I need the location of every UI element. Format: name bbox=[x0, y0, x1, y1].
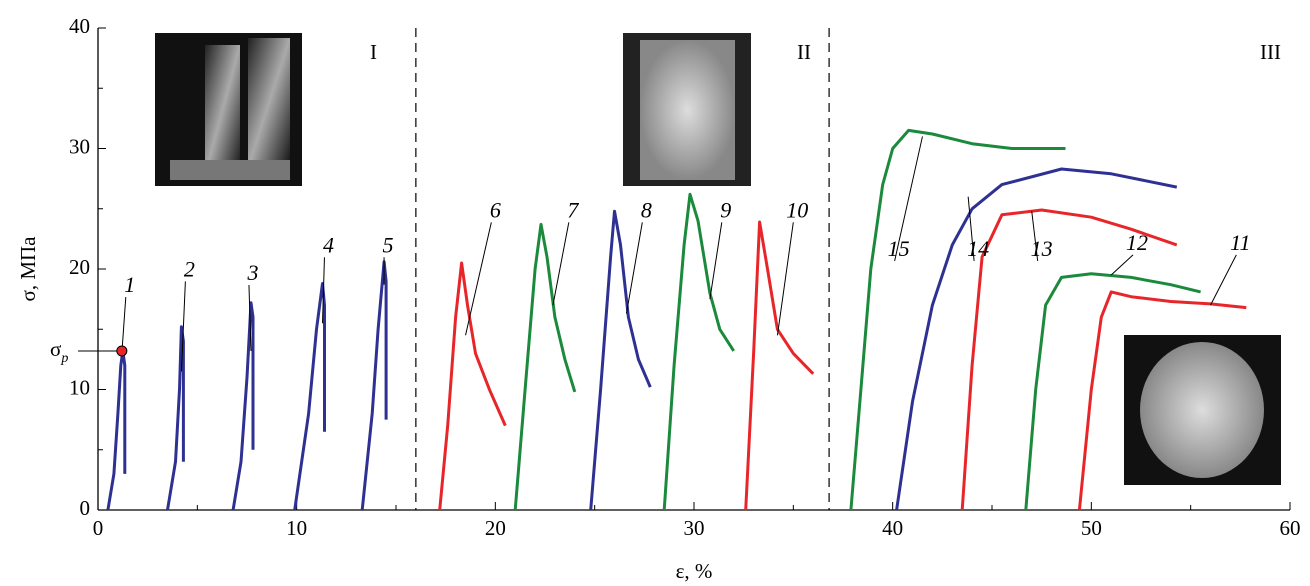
label-leader bbox=[180, 281, 186, 372]
curve-label: 13 bbox=[1031, 236, 1053, 261]
photo-3 bbox=[1124, 335, 1281, 485]
label-leader bbox=[552, 222, 570, 306]
curve-label: 12 bbox=[1126, 230, 1148, 255]
curve-label: 10 bbox=[786, 197, 808, 222]
photo-2 bbox=[623, 33, 751, 186]
curve-label: 5 bbox=[383, 232, 394, 257]
stress-strain-curve bbox=[1024, 272, 1201, 511]
stress-strain-curve bbox=[662, 192, 735, 511]
stress-strain-curve bbox=[513, 222, 577, 511]
curve-label: 1 bbox=[124, 272, 135, 297]
x-tick-label: 10 bbox=[286, 516, 307, 540]
stress-strain-curve bbox=[360, 260, 388, 511]
y-tick-label: 0 bbox=[80, 496, 91, 520]
label-leader bbox=[776, 222, 794, 336]
x-tick-label: 60 bbox=[1280, 516, 1301, 540]
label-leader bbox=[625, 222, 643, 314]
curve-label: 4 bbox=[323, 232, 334, 257]
x-tick-label: 0 bbox=[93, 516, 104, 540]
x-axis-label: ε, % bbox=[676, 559, 713, 583]
region-label: II bbox=[797, 40, 811, 64]
stress-strain-curve bbox=[438, 261, 507, 511]
curve-label: 3 bbox=[246, 260, 258, 285]
curve-label: 2 bbox=[184, 256, 195, 281]
y-tick-label: 30 bbox=[69, 134, 90, 158]
region-label: I bbox=[370, 40, 377, 64]
x-tick-label: 50 bbox=[1081, 516, 1102, 540]
region-label: III bbox=[1260, 40, 1281, 64]
stress-strain-curve bbox=[1077, 290, 1247, 511]
curve-label: 6 bbox=[490, 197, 501, 222]
curve-label: 14 bbox=[967, 236, 989, 261]
stress-strain-curve bbox=[589, 209, 652, 511]
curve-label: 11 bbox=[1230, 230, 1250, 255]
sigma-p-symbol: σ bbox=[50, 337, 61, 361]
x-tick-label: 20 bbox=[485, 516, 506, 540]
stress-strain-curve bbox=[849, 128, 1066, 511]
y-tick-label: 40 bbox=[69, 14, 90, 38]
stress-strain-curve bbox=[960, 208, 1178, 511]
label-leader bbox=[465, 222, 492, 336]
y-tick-label: 20 bbox=[69, 255, 90, 279]
y-tick-label: 10 bbox=[69, 375, 90, 399]
photo-1 bbox=[155, 33, 302, 186]
label-leader bbox=[1031, 211, 1039, 261]
stress-strain-curve bbox=[895, 167, 1178, 511]
curve-label: 8 bbox=[641, 197, 652, 222]
label-leader bbox=[121, 297, 127, 354]
curve-label: 9 bbox=[720, 197, 731, 222]
label-leader bbox=[1110, 254, 1134, 276]
stress-strain-curve bbox=[293, 282, 326, 511]
label-leader bbox=[321, 257, 325, 324]
x-tick-label: 30 bbox=[684, 516, 705, 540]
stress-strain-curve bbox=[231, 301, 255, 511]
label-leader bbox=[709, 222, 723, 300]
curve-label: 7 bbox=[567, 197, 579, 222]
label-leader bbox=[894, 136, 923, 262]
label-leader bbox=[967, 196, 975, 261]
stress-strain-curve bbox=[744, 220, 815, 511]
sigma-p-point bbox=[116, 345, 128, 357]
y-axis-label: σ, МПа bbox=[16, 236, 40, 302]
curve-label: 15 bbox=[888, 236, 910, 261]
sigma-p-subscript: p bbox=[60, 351, 68, 366]
label-leader bbox=[1210, 254, 1237, 306]
stress-strain-curve bbox=[106, 349, 127, 511]
x-tick-label: 40 bbox=[882, 516, 903, 540]
sigma-p-label: σp bbox=[50, 337, 68, 366]
label-leader bbox=[248, 285, 252, 351]
stress-strain-curve bbox=[166, 325, 185, 511]
